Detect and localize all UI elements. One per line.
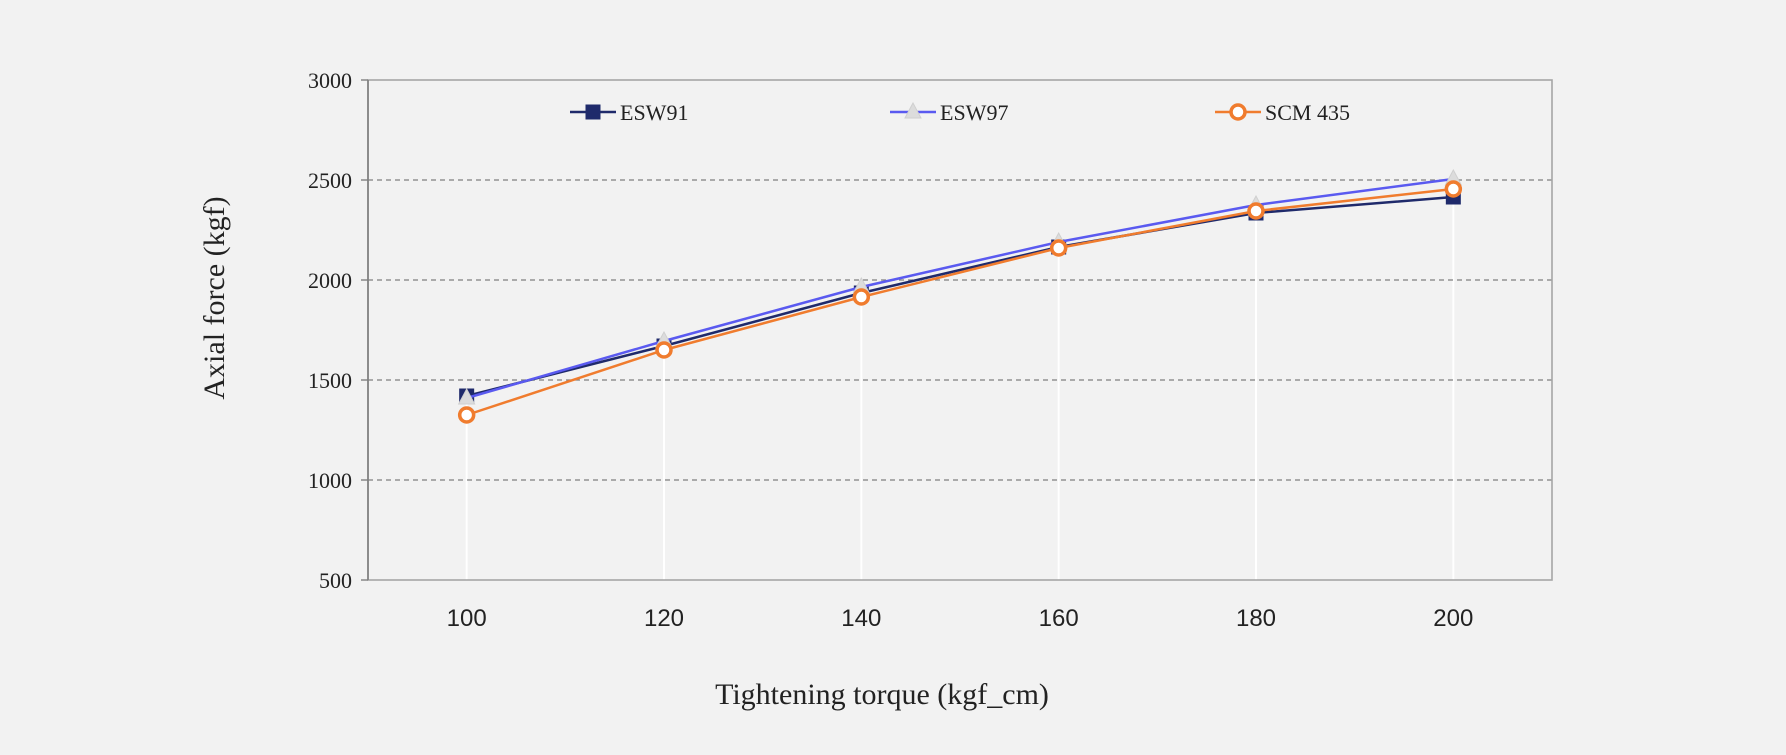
x-tick-label: 180 [1236, 605, 1276, 632]
legend-label-scm-435: SCM 435 [1265, 100, 1350, 125]
legend: ESW91 ESW97 SCM 435 [570, 100, 1350, 125]
x-tick-label: 120 [644, 605, 684, 632]
legend-marker-esw97 [904, 101, 922, 119]
x-tick-label: 200 [1433, 605, 1473, 632]
point-scm-435 [457, 406, 476, 424]
x-axis-title: Tightening torque (kgf_cm) [715, 678, 1049, 711]
plot-area [368, 80, 1552, 580]
legend-marker-esw91 [585, 104, 601, 120]
point-scm-435 [1444, 180, 1463, 198]
x-tick-label: 100 [447, 605, 487, 632]
series-line-esw91 [466, 195, 1454, 398]
x-tick-label: 160 [1039, 605, 1079, 632]
grid-layer [368, 80, 1552, 580]
y-tick-label: 1500 [308, 368, 352, 393]
axis-layer: 500 1000 1500 2000 2500 3000 100 120 140 160 180 20… [308, 68, 1553, 632]
y-tick-label: 1000 [308, 468, 352, 493]
legend-marker-scm-435 [1229, 103, 1247, 121]
legend-item-esw97: ESW97 [890, 100, 1008, 125]
point-scm-435 [1247, 202, 1265, 220]
point-scm-435 [655, 341, 673, 359]
y-tick-label: 2000 [308, 268, 352, 293]
y-tick-label: 3000 [308, 68, 352, 93]
series-line-esw97 [466, 177, 1454, 400]
legend-label-esw91: ESW91 [620, 100, 688, 125]
series-layer [457, 168, 1463, 424]
y-tick-label: 2500 [308, 168, 352, 193]
legend-item-esw91: ESW91 [570, 100, 688, 125]
point-scm-435 [852, 288, 871, 306]
y-axis-title: Axial force (kgf) [198, 196, 231, 399]
legend-item-scm-435: SCM 435 [1215, 100, 1350, 125]
y-tick-label: 500 [319, 568, 352, 593]
series-line-scm-435 [466, 187, 1454, 417]
x-tick-label: 140 [841, 605, 881, 632]
legend-label-esw97: ESW97 [940, 100, 1008, 125]
point-esw97 [457, 387, 476, 405]
series-scm-435 [457, 180, 1463, 424]
point-scm-435 [1049, 239, 1068, 257]
